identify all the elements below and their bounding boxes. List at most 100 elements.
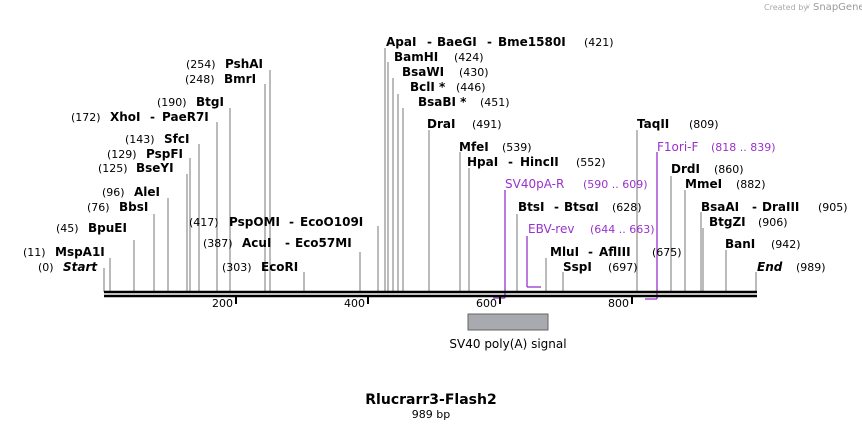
site-btgi[interactable]: (190) BtgI — [157, 95, 224, 109]
site-bcli[interactable]: BclI * (446) — [410, 80, 486, 94]
connector-lines — [103, 48, 757, 292]
primer-f1ori-f[interactable]: F1ori-F (818 .. 839) — [657, 140, 776, 154]
site-label: ApaI — [386, 35, 416, 49]
tick-label: 600 — [476, 297, 497, 310]
site-position: (125) — [98, 162, 128, 175]
feature-sv40-polya[interactable] — [467, 313, 549, 331]
site-label: BanI — [725, 237, 755, 251]
site-position: (430) — [459, 66, 489, 79]
credit-brand: SnapGene — [813, 2, 862, 13]
site-label-2: BaeGI — [437, 35, 477, 49]
primer-label: F1ori-F — [657, 140, 698, 154]
site-label: BpuEI — [88, 221, 127, 235]
site-position: (539) — [502, 141, 532, 154]
site-bbsi[interactable]: (76) BbsI — [87, 200, 148, 214]
site-alei[interactable]: (96) AleI — [102, 185, 160, 199]
site-label: BseYI — [136, 161, 174, 175]
primer-sv40pa-r[interactable]: SV40pA-R (590 .. 609) — [505, 177, 648, 191]
site-mfei[interactable]: MfeI (539) — [459, 140, 532, 154]
site-position: (421) — [584, 36, 614, 49]
site-mmei[interactable]: MmeI (882) — [685, 177, 766, 191]
site-label: BtsI — [518, 200, 545, 214]
primer-label: EBV-rev — [528, 222, 574, 236]
site-label: AleI — [134, 185, 160, 199]
site-xhoi[interactable]: (172) XhoI - PaeR7I — [71, 110, 209, 124]
ruler-ticks — [235, 296, 633, 304]
site-ecori[interactable]: (303) EcoRI — [222, 260, 298, 274]
site-position: (905) — [818, 201, 848, 214]
site-acui[interactable]: (387) AcuI - Eco57MI — [203, 236, 352, 250]
site-position: (45) — [56, 222, 79, 235]
site-position: (989) — [796, 261, 826, 274]
site-bsawi[interactable]: BsaWI (430) — [402, 65, 489, 79]
site-position: (424) — [454, 51, 484, 64]
site-position: (303) — [222, 261, 252, 274]
site-label: MfeI — [459, 140, 489, 154]
site-bani[interactable]: BanI (942) — [725, 237, 801, 251]
site-label-2: EcoO109I — [300, 215, 363, 229]
site-bamhi[interactable]: BamHI (424) — [394, 50, 484, 64]
site-btsi[interactable]: BtsI - BtsαI (628) — [518, 200, 642, 214]
site-btgzi[interactable]: BtgZI (906) — [709, 215, 788, 229]
site-position: (172) — [71, 111, 101, 124]
site-label: PspOMI — [229, 215, 280, 229]
site-label: MluI — [550, 245, 579, 259]
site-label: TaqII — [637, 117, 669, 131]
site-pspfi[interactable]: (129) PspFI — [107, 147, 183, 161]
site-pspomi[interactable]: (417) PspOMI - EcoO109I — [189, 215, 363, 229]
site-dash: - — [554, 200, 559, 214]
site-position: (143) — [125, 133, 155, 146]
site-label: AcuI — [242, 236, 271, 250]
primer-ebv-rev[interactable]: EBV-rev (644 .. 663) — [528, 222, 655, 236]
site-mlui[interactable]: MluI - AflIII (675) — [550, 245, 682, 259]
site-drai[interactable]: DraI (491) — [427, 117, 502, 131]
site-position: (0) — [38, 261, 54, 274]
site-hpai[interactable]: HpaI - HincII (552) — [467, 155, 606, 169]
site-label: PshAI — [225, 57, 263, 71]
site-label: Start — [63, 260, 98, 274]
site-label-2: BtsαI — [564, 200, 599, 214]
site-sfci[interactable]: (143) SfcI — [125, 132, 189, 146]
site-label-2: DraIII — [762, 200, 799, 214]
site-pshai[interactable]: (254) PshAI — [186, 57, 263, 71]
site-label: DrdI — [671, 162, 700, 176]
site-bsabi[interactable]: BsaBI * (451) — [418, 95, 510, 109]
primer-label: SV40pA-R — [505, 177, 564, 191]
site-label-2: HincII — [520, 155, 559, 169]
site-label: BsaBI * — [418, 95, 467, 109]
site-dash: - — [508, 155, 513, 169]
site-position: (254) — [186, 58, 216, 71]
sequence-backbone — [104, 290, 757, 298]
tick-label: 800 — [608, 297, 629, 310]
site-label-2: PaeR7I — [162, 110, 209, 124]
site-drdi[interactable]: DrdI (860) — [671, 162, 744, 176]
site-label: BsaWI — [402, 65, 444, 79]
site-taqii[interactable]: TaqII (809) — [637, 117, 719, 131]
site-end[interactable]: End (989) — [757, 260, 826, 274]
site-apai[interactable]: ApaI - BaeGI - Bme1580I (421) — [386, 35, 614, 49]
site-position: (76) — [87, 201, 110, 214]
site-label: End — [757, 260, 783, 274]
site-dash: - — [150, 110, 155, 124]
site-label: DraI — [427, 117, 455, 131]
credit-label: Created by — [764, 3, 808, 12]
site-label: MspA1I — [55, 245, 105, 259]
site-position: (809) — [689, 118, 719, 131]
site-label-3: Bme1580I — [498, 35, 566, 49]
site-bpuei[interactable]: (45) BpuEI — [56, 221, 127, 235]
primer-range: (590 .. 609) — [583, 178, 648, 191]
site-label-2: AflIII — [599, 245, 631, 259]
site-position: (248) — [185, 73, 215, 86]
site-mspa1i[interactable]: (11) MspA1I — [23, 245, 105, 259]
site-start[interactable]: (0) Start — [38, 260, 98, 274]
site-label: XhoI — [110, 110, 141, 124]
site-bsaai[interactable]: BsaAI - DraIII (905) — [701, 200, 848, 214]
site-bseyi[interactable]: (125) BseYI — [98, 161, 174, 175]
feature-label: SV40 poly(A) signal — [449, 337, 566, 351]
site-position: (190) — [157, 96, 187, 109]
site-bmri[interactable]: (248) BmrI — [185, 72, 256, 86]
site-sspi[interactable]: SspI (697) — [563, 260, 638, 274]
site-position: (675) — [652, 246, 682, 259]
site-position: (882) — [736, 178, 766, 191]
